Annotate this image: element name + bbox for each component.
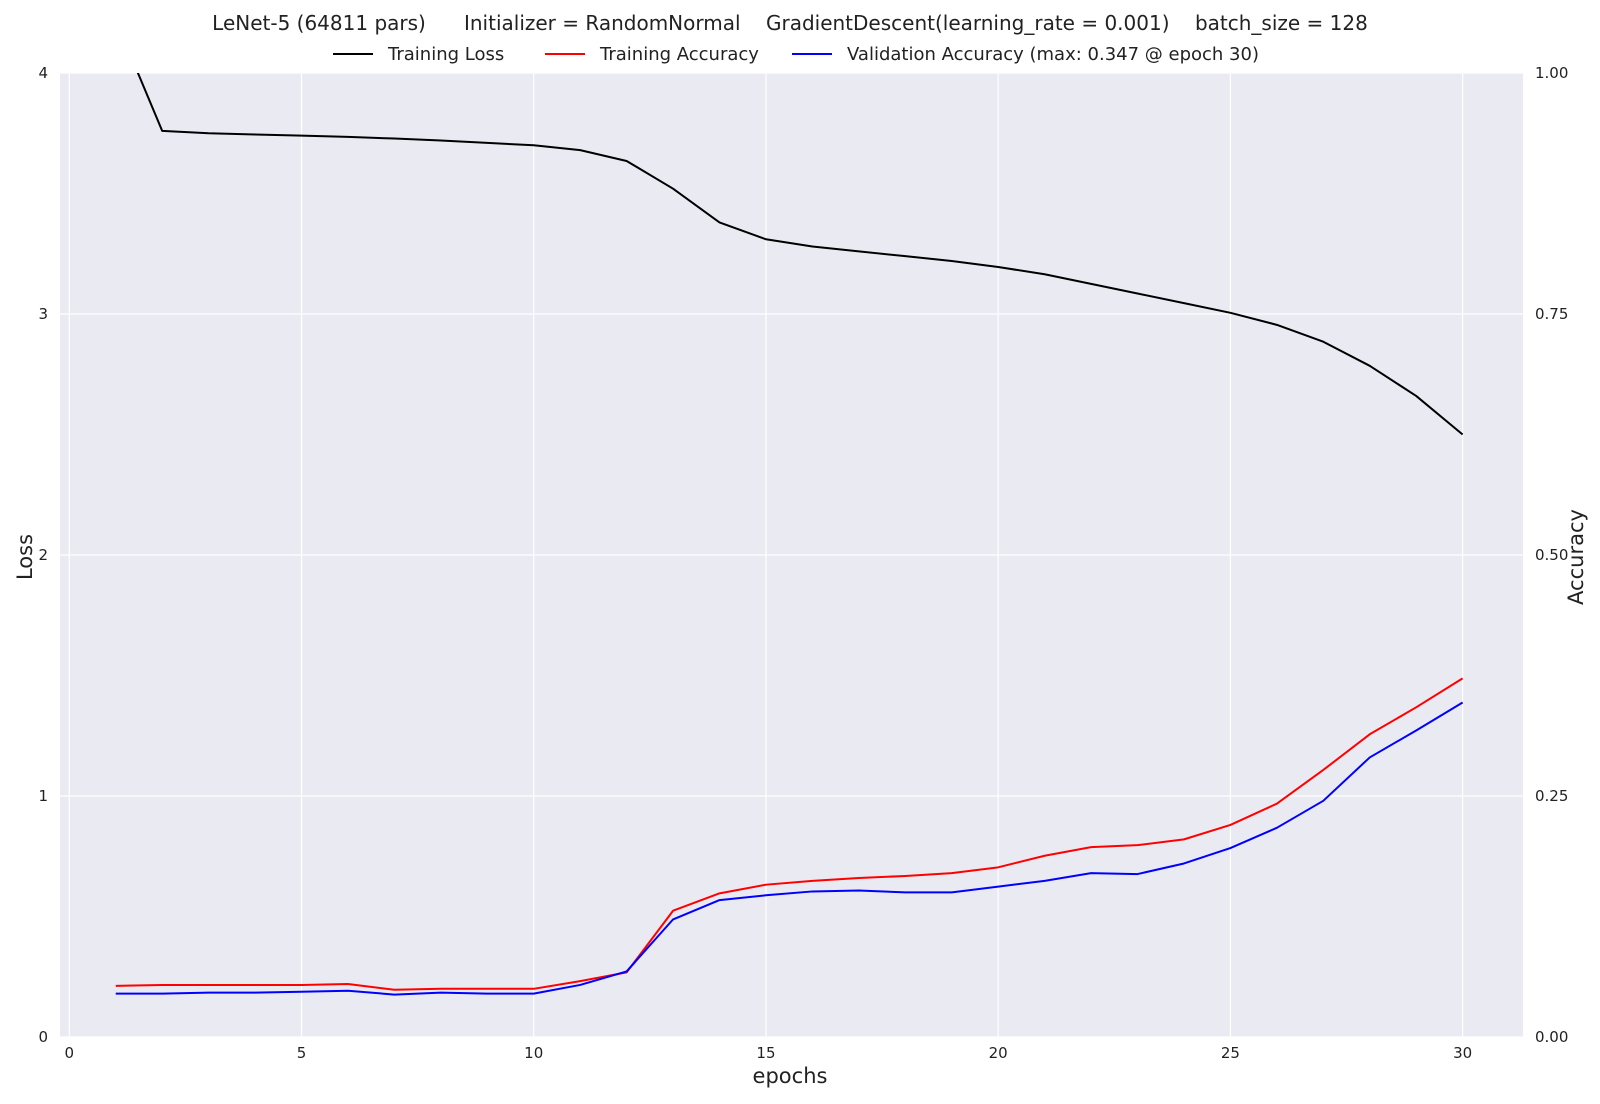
y-tick-label-right: 1.00 xyxy=(1535,64,1568,82)
y-tick-label-right: 0.50 xyxy=(1535,546,1568,564)
grid-lines xyxy=(60,72,1523,1038)
x-tick-label: 0 xyxy=(65,1044,75,1062)
x-tick-label: 15 xyxy=(756,1044,775,1062)
legend-label-training-loss: Training Loss xyxy=(387,44,504,65)
series-line-training-loss xyxy=(136,73,1464,436)
y-tick-label-right: 0.25 xyxy=(1535,787,1568,805)
y-tick-label-left: 3 xyxy=(38,305,48,323)
x-tick-label: 25 xyxy=(1221,1044,1240,1062)
chart-title: LeNet-5 (64811 pars) Initializer = Rando… xyxy=(212,11,1368,35)
y-tick-label-left: 2 xyxy=(38,546,48,564)
x-tick-label: 10 xyxy=(524,1044,543,1062)
legend-label-training-accuracy: Training Accuracy xyxy=(599,44,759,65)
y-tick-label-left: 4 xyxy=(38,64,48,82)
y-tick-label-left: 0 xyxy=(38,1028,48,1046)
y-tick-labels-left: 0 1 2 3 4 xyxy=(38,64,48,1046)
series-line-training-accuracy xyxy=(115,677,1464,991)
y-tick-labels-right: 0.00 0.25 0.50 0.75 1.00 xyxy=(1535,64,1568,1046)
y-tick-label-right: 0.00 xyxy=(1535,1028,1568,1046)
x-tick-label: 5 xyxy=(297,1044,307,1062)
x-tick-labels: 0 5 10 15 20 25 30 xyxy=(65,1044,1473,1062)
y-tick-label-right: 0.75 xyxy=(1535,305,1568,323)
x-tick-label: 20 xyxy=(989,1044,1008,1062)
y-axis-title-right: Accuracy xyxy=(1564,509,1588,605)
x-tick-label: 30 xyxy=(1453,1044,1472,1062)
series-lines xyxy=(115,73,1464,996)
legend-label-validation-accuracy: Validation Accuracy (max: 0.347 @ epoch … xyxy=(847,44,1259,65)
legend: Training Loss Training Accuracy Validati… xyxy=(333,44,1259,65)
series-line-validation-accuracy xyxy=(115,701,1464,996)
x-axis-title: epochs xyxy=(753,1064,828,1088)
y-axis-title-left: Loss xyxy=(13,534,37,580)
y-tick-label-left: 1 xyxy=(38,787,48,805)
